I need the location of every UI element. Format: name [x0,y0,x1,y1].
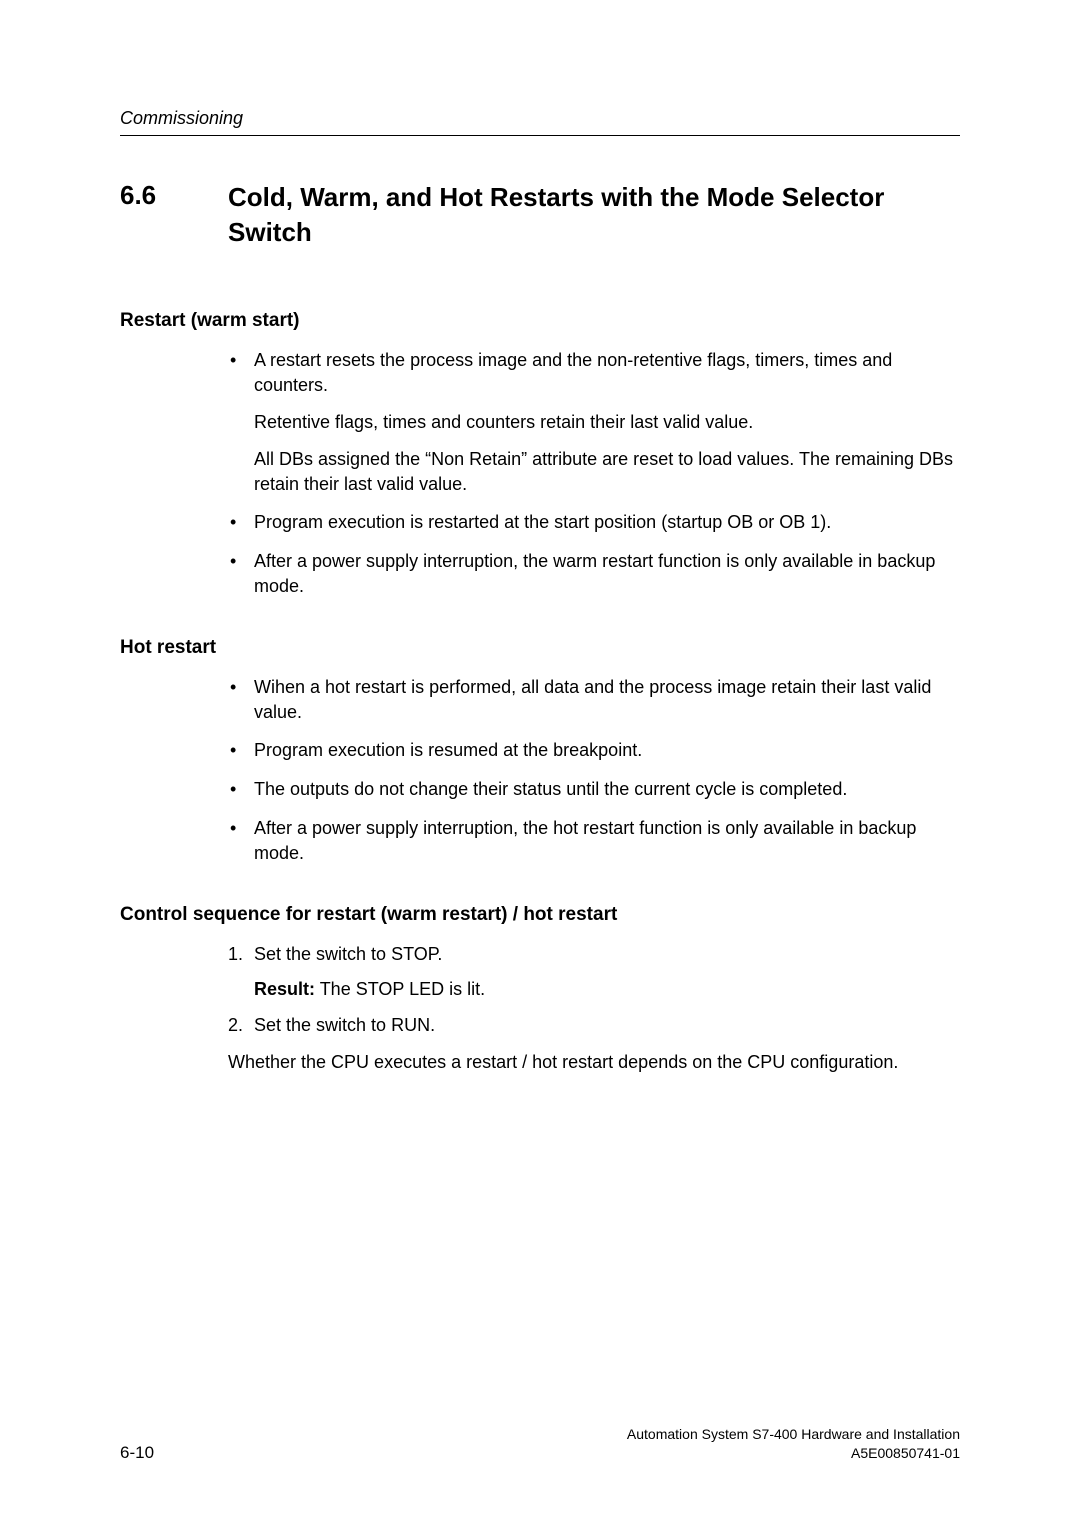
page-footer: 6-10 Automation System S7-400 Hardware a… [120,1425,960,1463]
hot-restart-block: Hot restart Wihen a hot restart is perfo… [120,637,960,866]
list-item: After a power supply interruption, the w… [228,549,960,599]
control-steps-list: Set the switch to STOP. Result: The STOP… [228,942,960,1038]
control-sequence-heading: Control sequence for restart (warm resta… [120,904,960,926]
step-text: Set the switch to STOP. [254,944,442,964]
hot-restart-bullet-list: Wihen a hot restart is performed, all da… [228,675,960,866]
list-item: The outputs do not change their status u… [228,777,960,802]
bullet-subpara: All DBs assigned the “Non Retain” attrib… [254,447,960,497]
list-item: After a power supply interruption, the h… [228,816,960,866]
section-number: 6.6 [120,180,228,250]
header-rule [120,135,960,136]
step-text: Set the switch to RUN. [254,1015,435,1035]
list-item: Set the switch to RUN. [228,1013,960,1038]
hot-restart-heading: Hot restart [120,637,960,659]
footer-doc-id: A5E00850741-01 [627,1444,960,1463]
running-header-text: Commissioning [120,108,960,129]
list-item: Wihen a hot restart is performed, all da… [228,675,960,725]
section-heading: 6.6 Cold, Warm, and Hot Restarts with th… [120,180,960,250]
bullet-text: After a power supply interruption, the w… [254,551,935,596]
page-header: Commissioning [120,108,960,136]
bullet-text: A restart resets the process image and t… [254,350,892,395]
list-item: Program execution is resumed at the brea… [228,738,960,763]
bullet-text: Wihen a hot restart is performed, all da… [254,677,931,722]
bullet-text: Program execution is resumed at the brea… [254,740,642,760]
list-item: Set the switch to STOP. Result: The STOP… [228,942,960,1002]
result-label: Result: [254,979,315,999]
list-item: A restart resets the process image and t… [228,348,960,496]
footer-doc-title: Automation System S7-400 Hardware and In… [627,1425,960,1444]
bullet-subpara: Retentive flags, times and counters reta… [254,410,960,435]
bullet-text: The outputs do not change their status u… [254,779,847,799]
control-after-para: Whether the CPU executes a restart / hot… [228,1050,960,1075]
result-text: The STOP LED is lit. [315,979,485,999]
bullet-text: Program execution is restarted at the st… [254,512,831,532]
restart-bullet-list: A restart resets the process image and t… [228,348,960,599]
bullet-text: After a power supply interruption, the h… [254,818,916,863]
step-result: Result: The STOP LED is lit. [254,977,960,1002]
restart-heading: Restart (warm start) [120,310,960,332]
list-item: Program execution is restarted at the st… [228,510,960,535]
footer-page-number: 6-10 [120,1443,154,1463]
control-sequence-block: Control sequence for restart (warm resta… [120,904,960,1075]
restart-block: Restart (warm start) A restart resets th… [120,310,960,599]
footer-doc-info: Automation System S7-400 Hardware and In… [627,1425,960,1463]
section-title: Cold, Warm, and Hot Restarts with the Mo… [228,180,960,250]
